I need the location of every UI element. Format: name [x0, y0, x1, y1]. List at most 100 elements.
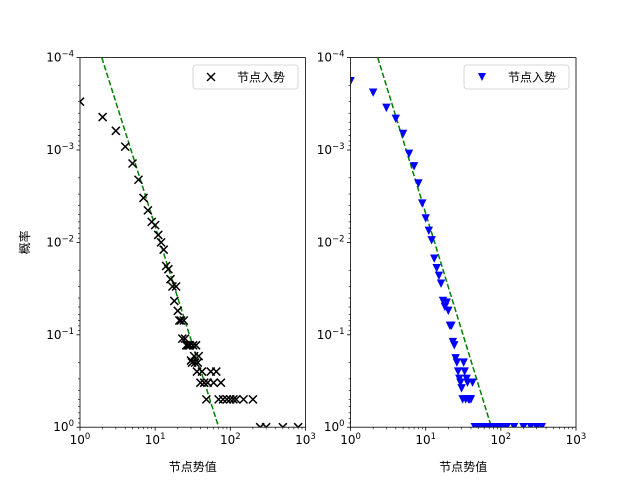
- right-data-point: [526, 423, 535, 428]
- right-data-point: [451, 354, 460, 363]
- left-data-point: [143, 205, 153, 215]
- right-x-tick-label: 100: [340, 432, 361, 447]
- left-data-point: [179, 315, 189, 326]
- right-data-point: [444, 306, 453, 316]
- left-data-point: [127, 158, 138, 169]
- left-x-tick-label: 102: [220, 432, 241, 447]
- left-x-tick-label: 100: [70, 432, 91, 447]
- right-data-point: [398, 129, 408, 139]
- right-y-tick-label: 10−4: [317, 50, 345, 65]
- right-data-point: [502, 423, 511, 428]
- right-data-point: [468, 378, 477, 387]
- right-data-point: [391, 114, 400, 124]
- left-x-tick-label: 103: [295, 432, 316, 447]
- right-data-point: [404, 149, 414, 159]
- right-x-tick-label: 102: [490, 432, 511, 447]
- right-data-point: [430, 254, 439, 263]
- right-data-point: [460, 367, 469, 376]
- left-data-point: [153, 230, 163, 240]
- left-data-point: [209, 378, 219, 388]
- left-data-point: [188, 340, 198, 350]
- right-plot-area: [350, 57, 546, 428]
- left-data-point: [165, 274, 176, 284]
- left-y-tick-label: 100: [53, 419, 74, 434]
- right-data-point: [368, 88, 378, 97]
- left-data-point: [150, 220, 160, 230]
- left-data-point: [228, 394, 238, 404]
- left-data-point: [194, 351, 204, 361]
- left-data-point: [156, 237, 166, 247]
- right-data-point: [418, 199, 427, 208]
- right-data-point: [442, 298, 451, 307]
- left-x-tick-label: 101: [145, 432, 166, 447]
- right-data-point: [424, 226, 434, 236]
- right-data-point: [453, 367, 463, 376]
- right-subplot: 100 101 102 103 10−4 10−3 10−2 10−1 100 节点势值 节点入…: [317, 50, 587, 474]
- right-data-point: [409, 162, 419, 171]
- left-data-point: [248, 394, 258, 404]
- left-data-point: [197, 367, 207, 377]
- left-data-point: [239, 394, 249, 404]
- left-legend: 节点入势: [192, 64, 299, 90]
- left-x-axis-label: 节点势值: [169, 459, 217, 474]
- right-data-point: [457, 384, 466, 393]
- right-data-point: [436, 279, 446, 288]
- left-data-point: [138, 193, 149, 203]
- left-data-point: [111, 126, 121, 136]
- left-data-point: [120, 142, 130, 152]
- right-data-point: [537, 423, 546, 428]
- left-data-point: [211, 367, 221, 377]
- right-x-tick-label: 101: [415, 432, 436, 447]
- left-data-point: [133, 175, 144, 185]
- right-data-point: [421, 214, 430, 223]
- right-data-point: [414, 179, 423, 188]
- right-data-point: [459, 358, 468, 367]
- left-data-point: [167, 281, 177, 292]
- left-y-tick-label: 10−4: [46, 50, 74, 65]
- right-data-point: [447, 321, 456, 331]
- left-data-point: [80, 97, 85, 107]
- right-y-tick-label: 10−3: [317, 142, 345, 157]
- right-x-tick-label: 103: [566, 432, 587, 447]
- right-legend-marker-triangle: [478, 73, 486, 81]
- left-y-axis-label: 概率: [17, 230, 32, 254]
- left-data-point: [199, 378, 209, 388]
- left-y-tick-label: 10−2: [46, 234, 74, 249]
- left-data-point: [171, 281, 181, 292]
- left-data-point: [201, 394, 211, 404]
- right-data-point: [466, 395, 476, 404]
- left-data-point: [159, 245, 169, 255]
- right-legend-label: 节点入势: [508, 71, 556, 85]
- right-y-tick-label: 10−1: [317, 327, 345, 342]
- left-data-point: [169, 296, 179, 306]
- right-y-tick-label: 10−2: [317, 234, 345, 249]
- left-data-point: [173, 306, 183, 316]
- right-legend-box: [463, 64, 570, 90]
- left-legend-marker-x: [206, 72, 216, 82]
- left-axis-ticks: 100 101 102 103 10−4 10−3 10−2 10−1 100: [46, 50, 316, 448]
- left-y-tick-label: 10−1: [46, 327, 74, 342]
- left-legend-box: [192, 64, 299, 90]
- left-y-tick-label: 10−3: [46, 142, 74, 157]
- right-axis-ticks: 100 101 102 103 10−4 10−3 10−2 10−1 100: [317, 50, 587, 448]
- left-legend-label: 节点入势: [237, 71, 285, 85]
- left-data-point: [190, 358, 200, 368]
- left-data-point: [216, 378, 226, 388]
- right-data-point: [427, 236, 436, 245]
- left-data-point: [191, 340, 201, 350]
- left-data-point: [195, 378, 205, 388]
- left-data-point: [163, 264, 173, 274]
- right-legend: 节点入势: [463, 64, 570, 90]
- left-data-point: [181, 340, 191, 350]
- left-data-point: [176, 315, 186, 326]
- right-data-point: [450, 341, 459, 350]
- right-data-point: [432, 263, 441, 273]
- right-data-point: [452, 358, 462, 367]
- left-data-point: [222, 394, 232, 404]
- left-data-point: [98, 112, 108, 122]
- left-data-point: [218, 394, 228, 404]
- right-y-tick-label: 100: [324, 419, 345, 434]
- left-plot-area: [80, 57, 303, 428]
